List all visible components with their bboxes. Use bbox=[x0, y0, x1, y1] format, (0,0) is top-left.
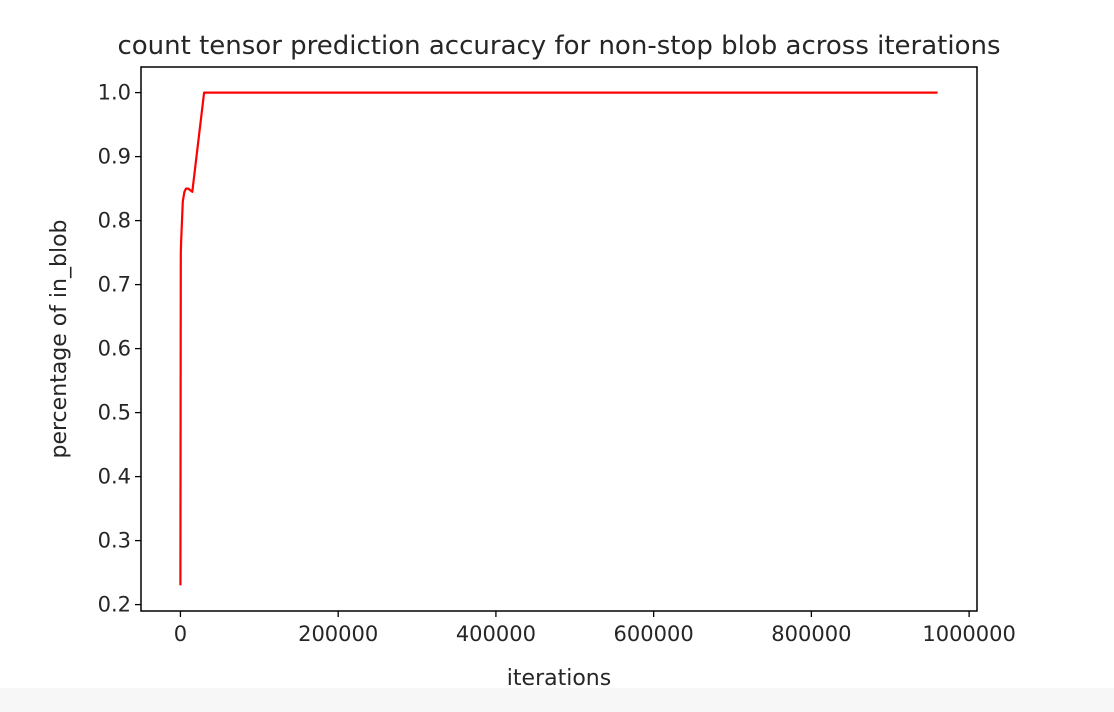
y-tick-label: 0.4 bbox=[98, 465, 131, 489]
window-bottom-strip bbox=[0, 688, 1114, 712]
x-axis: 0 200000 400000 600000 800000 1000000 bbox=[174, 611, 1016, 646]
plot-area bbox=[140, 66, 978, 612]
y-tick-label: 0.3 bbox=[98, 529, 131, 553]
y-axis: 0.2 0.3 0.4 0.5 0.6 0.7 0.8 0.9 1.0 bbox=[98, 81, 141, 617]
y-tick-label: 0.5 bbox=[98, 401, 131, 425]
x-tick-label: 600000 bbox=[614, 622, 694, 646]
x-tick-label: 200000 bbox=[298, 622, 378, 646]
y-tick-label: 1.0 bbox=[98, 81, 131, 105]
x-tick-label: 800000 bbox=[771, 622, 851, 646]
y-tick-label: 0.2 bbox=[98, 593, 131, 617]
y-axis-label: percentage of in_blob bbox=[47, 220, 72, 459]
y-tick-label: 0.9 bbox=[98, 145, 131, 169]
x-tick-label: 1000000 bbox=[922, 622, 1016, 646]
y-tick-label: 0.6 bbox=[98, 337, 131, 361]
series-layer bbox=[179, 91, 938, 586]
chart-title: count tensor prediction accuracy for non… bbox=[117, 31, 1000, 61]
y-tick-label: 0.7 bbox=[98, 273, 131, 297]
x-tick-label: 400000 bbox=[456, 622, 536, 646]
series-line bbox=[179, 91, 938, 586]
y-tick-label: 0.8 bbox=[98, 209, 131, 233]
x-axis-label: iterations bbox=[507, 666, 611, 691]
x-tick-label: 0 bbox=[174, 622, 187, 646]
